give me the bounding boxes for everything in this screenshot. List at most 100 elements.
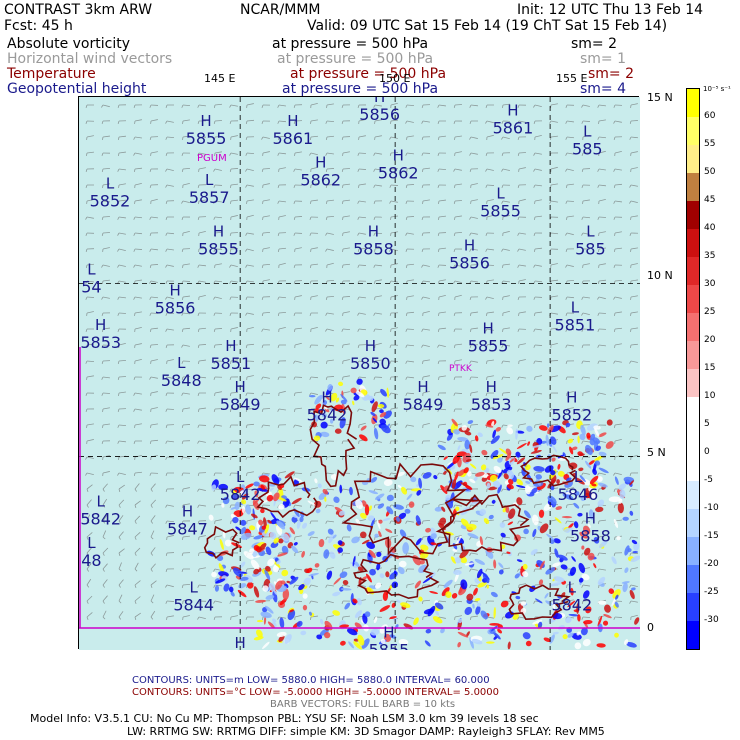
wind-barb: [454, 168, 462, 171]
wind-barb-flag: [629, 536, 632, 540]
wind-barb: [102, 200, 110, 203]
vorticity-cell: [597, 615, 603, 627]
wind-barb-flag: [501, 120, 504, 124]
vorticity-cell: [359, 434, 368, 442]
wind-barb-flag: [581, 232, 584, 236]
wind-barb-flag: [341, 328, 344, 332]
vorticity-cell: [584, 547, 591, 556]
wind-barb-flag: [501, 152, 504, 156]
wind-barb-flag: [198, 408, 200, 413]
temperature-contour: [203, 525, 240, 559]
wind-barb-flag: [133, 408, 136, 412]
wind-barb-flag: [389, 600, 392, 604]
vorticity-cell: [516, 559, 523, 563]
wind-barb: [294, 424, 302, 427]
wind-barb: [310, 326, 318, 330]
wind-barb: [486, 279, 494, 282]
wind-barb: [406, 152, 414, 155]
vorticity-cell: [418, 596, 423, 602]
wind-barb-flag: [213, 216, 216, 220]
wind-barb: [534, 536, 542, 539]
vorticity-cell: [474, 435, 479, 442]
pressure-center-type: H: [507, 102, 518, 120]
wind-barb: [310, 487, 318, 490]
wind-barb-flag: [533, 360, 536, 364]
wind-barb-flag: [245, 152, 248, 156]
wind-barb-flag: [517, 376, 520, 380]
wind-barb-flag: [469, 408, 472, 412]
wind-barb: [86, 472, 94, 476]
vorticity-cell: [469, 463, 477, 469]
wind-barb: [470, 615, 478, 618]
wind-barb-flag: [197, 328, 200, 333]
wind-barb-flag: [453, 552, 456, 556]
vorticity-cell: [273, 590, 278, 595]
wind-barb-flag: [533, 536, 536, 540]
wind-barb-flag: [469, 280, 472, 284]
wind-barb: [294, 295, 302, 298]
wind-barb-flag: [437, 104, 440, 108]
wind-barb: [422, 519, 431, 522]
wind-barb: [246, 280, 254, 283]
vorticity-cell: [258, 475, 270, 483]
wind-barb-flag: [437, 360, 440, 364]
wind-barb: [406, 600, 414, 603]
vorticity-cell: [398, 638, 409, 645]
wind-barb: [422, 422, 430, 426]
vorticity-cell: [515, 428, 518, 440]
wind-barb-flag: [229, 344, 232, 348]
vorticity-cell: [221, 503, 225, 508]
wind-barb-flag: [517, 120, 520, 124]
vorticity-cell: [228, 586, 234, 593]
wind-barb-flag: [517, 600, 520, 604]
vorticity-cell: [248, 525, 256, 531]
vorticity-cell: [500, 600, 509, 608]
wind-barb-flag: [181, 328, 184, 333]
wind-barb: [86, 151, 94, 154]
wind-barb-flag: [102, 616, 106, 620]
wind-barb: [134, 562, 139, 570]
wind-barb: [102, 392, 111, 394]
vorticity-cell: [567, 600, 576, 608]
wind-barb-flag: [165, 248, 168, 252]
wind-barb-flag: [517, 568, 520, 572]
wind-barb-flag: [245, 600, 248, 605]
wind-barb: [438, 568, 446, 571]
wind-barb: [630, 600, 638, 603]
wind-barb: [118, 216, 126, 219]
wind-barb-flag: [357, 248, 360, 253]
wind-barb: [566, 215, 574, 218]
wind-barb: [502, 200, 510, 203]
wind-barb: [150, 198, 158, 202]
vorticity-cell: [578, 453, 585, 456]
field-level-vorticity: at pressure = 500 hPa: [272, 36, 429, 52]
vorticity-cell: [506, 551, 511, 554]
vorticity-cell: [522, 632, 531, 640]
wind-barb-flag: [341, 136, 344, 140]
vorticity-cell: [596, 643, 606, 648]
wind-barb-flag: [309, 552, 312, 556]
wind-barb-flag: [149, 376, 152, 380]
vorticity-cell: [391, 581, 398, 589]
wind-barb-flag: [517, 408, 520, 412]
vorticity-cell: [569, 446, 574, 455]
wind-barb-flag: [165, 136, 168, 140]
wind-barb: [358, 200, 366, 203]
wind-barb-flag: [550, 136, 552, 141]
wind-barb-flag: [293, 488, 296, 492]
pressure-center-value: 5862: [300, 171, 341, 190]
wind-barb-flag: [342, 344, 344, 349]
vorticity-cell: [299, 516, 304, 523]
wind-barb-flag: [197, 184, 200, 188]
vorticity-cell: [557, 554, 568, 561]
wind-barb: [582, 232, 590, 235]
wind-barb-flag: [582, 488, 584, 493]
wind-barb: [550, 295, 558, 298]
wind-barb: [342, 584, 350, 587]
wind-barb: [550, 312, 558, 315]
vorticity-cell: [611, 556, 617, 565]
wind-barb-flag: [165, 552, 168, 557]
vorticity-cell: [546, 533, 555, 541]
wind-barb: [566, 136, 575, 139]
wind-barb: [134, 264, 142, 267]
